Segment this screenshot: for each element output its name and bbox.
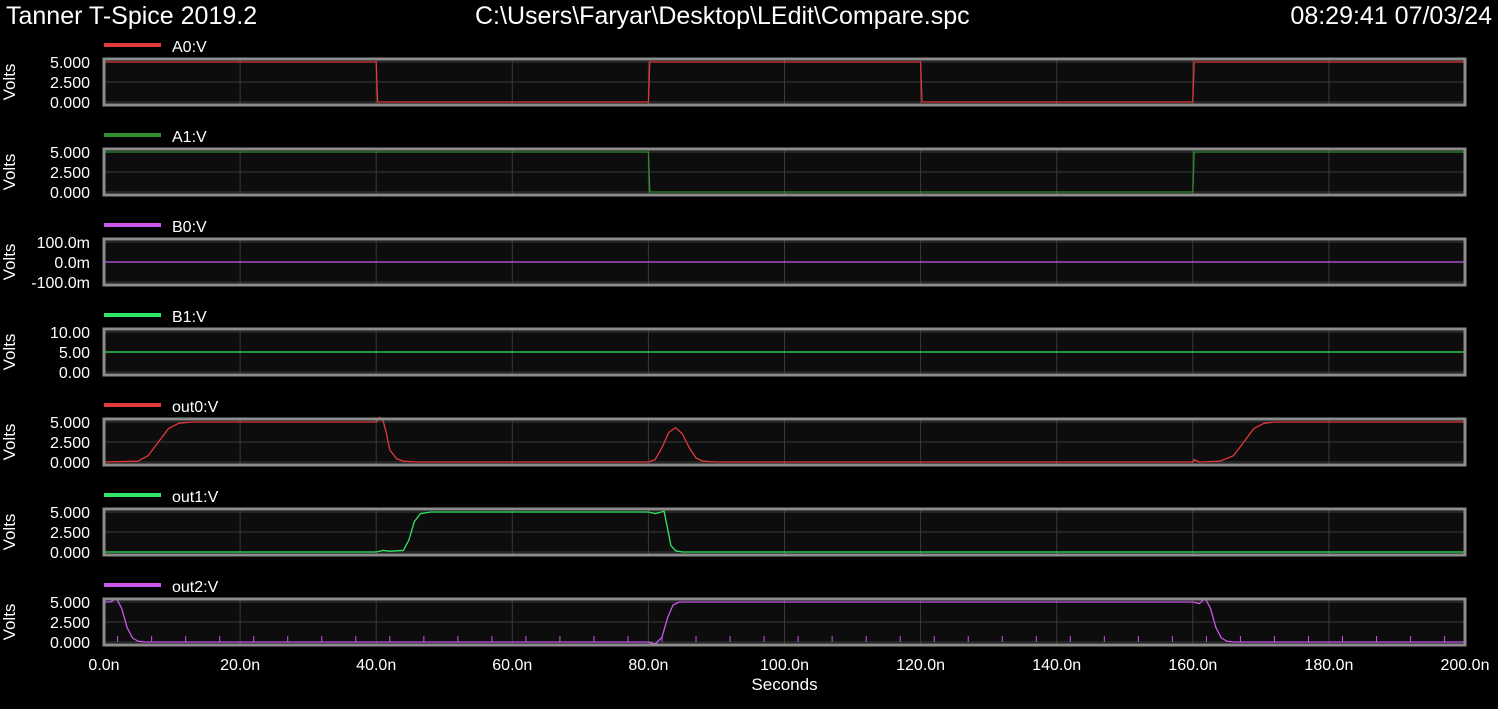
plot-frame (102, 507, 1467, 557)
panel-out0-v: 0.000 2.500 5.000 out0:V Volts (0, 399, 1467, 472)
y-axis-label: Volts (0, 334, 19, 371)
y-tick-label: 0.000 (50, 635, 90, 652)
y-tick-label: 100.0m (37, 235, 90, 252)
legend-swatch (104, 223, 161, 227)
y-tick-label: 0.0m (54, 255, 90, 272)
panel-out2-v: 0.000 2.500 5.000 out2:V Volts (0, 579, 1467, 652)
legend-label: out2:V (172, 579, 219, 596)
x-tick-label: 0.0n (88, 657, 119, 674)
x-tick-label: 40.0n (356, 657, 396, 674)
plot-frame (102, 327, 1467, 377)
y-tick-label: 5.000 (50, 595, 90, 612)
y-axis-label: Volts (0, 64, 19, 101)
series-line (103, 416, 1465, 463)
x-tick-label: 20.0n (220, 657, 260, 674)
panel-a1-v: 0.000 2.500 5.000 A1:V Volts (0, 129, 1467, 202)
y-tick-label: 5.000 (50, 55, 90, 72)
file-path: C:\Users\Faryar\Desktop\LEdit\Compare.sp… (475, 2, 970, 30)
legend-label: B0:V (172, 219, 207, 236)
panel-b1-v: 0.00 5.00 10.00 B1:V Volts (0, 309, 1467, 382)
legend-swatch (104, 583, 161, 587)
x-tick-label: 100.0n (760, 657, 809, 674)
panel-a0-v: 0.000 2.500 5.000 A0:V Volts (0, 39, 1467, 112)
panel-out1-v: 0.000 2.500 5.000 out1:V Volts (0, 489, 1467, 562)
y-tick-label: -100.0m (31, 275, 90, 292)
y-tick-label: 5.000 (50, 145, 90, 162)
legend-swatch (104, 43, 161, 47)
series-line (104, 597, 1465, 645)
legend-label: A0:V (172, 39, 207, 56)
app-title: Tanner T-Spice 2019.2 (6, 2, 258, 30)
y-tick-label: 0.000 (50, 455, 90, 472)
series-line (104, 61, 1465, 103)
x-axis-label: Seconds (751, 675, 817, 694)
legend-label: out0:V (172, 399, 219, 416)
series-line (104, 151, 1465, 193)
y-tick-label: 2.500 (50, 165, 90, 182)
x-tick-label: 60.0n (492, 657, 532, 674)
x-tick-label: 140.0n (1032, 657, 1081, 674)
y-tick-label: 2.500 (50, 525, 90, 542)
panel-b0-v: -100.0m 0.0m 100.0m B0:V Volts (0, 219, 1467, 292)
x-axis: 0.0n 20.0n 40.0n 60.0n 80.0n 100.0n 120.0n 140.… (88, 636, 1489, 694)
y-tick-label: 5.000 (50, 415, 90, 432)
y-tick-label: 0.000 (50, 185, 90, 202)
y-tick-label: 2.500 (50, 615, 90, 632)
legend-swatch (104, 313, 161, 317)
y-tick-label: 2.500 (50, 75, 90, 92)
legend-swatch (104, 133, 161, 137)
x-tick-label: 180.0n (1304, 657, 1353, 674)
plot-frame (102, 57, 1467, 107)
plot-frame (102, 597, 1467, 647)
y-axis-label: Volts (0, 514, 19, 551)
y-tick-label: 0.00 (59, 365, 90, 382)
x-tick-label: 200.0n (1441, 657, 1490, 674)
y-tick-label: 0.000 (50, 95, 90, 112)
timestamp: 08:29:41 07/03/24 (1290, 2, 1492, 30)
plot-frame (102, 417, 1467, 467)
y-axis-label: Volts (0, 604, 19, 641)
legend-label: A1:V (172, 129, 207, 146)
legend-label: out1:V (172, 489, 219, 506)
y-tick-label: 2.500 (50, 435, 90, 452)
y-tick-label: 5.000 (50, 505, 90, 522)
y-axis-label: Volts (0, 244, 19, 281)
y-tick-label: 10.00 (50, 325, 90, 342)
y-axis-label: Volts (0, 154, 19, 191)
y-tick-label: 0.000 (50, 545, 90, 562)
plot-frame (102, 147, 1467, 197)
legend-swatch (104, 493, 161, 497)
series-line (104, 510, 1465, 553)
y-axis-label: Volts (0, 424, 19, 461)
legend-swatch (104, 403, 161, 407)
plot-frame (102, 237, 1467, 287)
legend-label: B1:V (172, 309, 207, 326)
x-tick-label: 80.0n (628, 657, 668, 674)
x-tick-label: 120.0n (896, 657, 945, 674)
x-tick-label: 160.0n (1168, 657, 1217, 674)
y-tick-label: 5.00 (59, 345, 90, 362)
